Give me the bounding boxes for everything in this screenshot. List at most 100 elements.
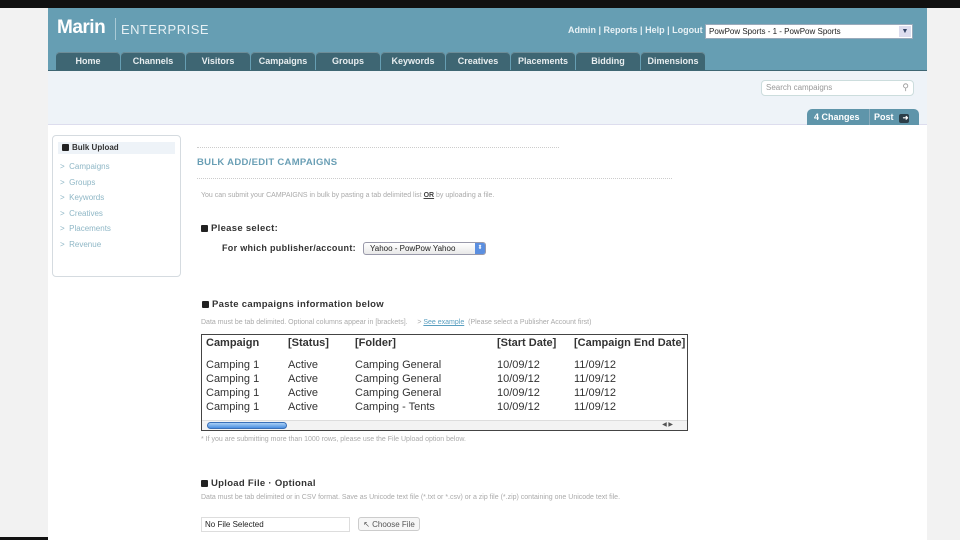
table-cell: Camping 1	[206, 387, 260, 399]
intro-b: by uploading a file.	[436, 192, 495, 199]
sidebar-item-label: Groups	[69, 177, 96, 187]
tab-bidding[interactable]: Bidding	[576, 52, 640, 70]
table-cell: Active	[288, 387, 318, 399]
search-placeholder: Search campaigns	[766, 83, 833, 92]
sidebar: Bulk Upload > Campaigns > Groups > Keywo…	[52, 135, 181, 277]
tab-creatives[interactable]: Creatives	[446, 52, 510, 70]
cursor-icon: ↖	[363, 520, 370, 529]
choose-file-button[interactable]: ↖ Choose File	[358, 517, 420, 531]
logo[interactable]: Marin	[57, 17, 106, 38]
post-label: Post	[874, 112, 894, 122]
publisher-select[interactable]: Yahoo - PowPow Yahoo ⬍	[363, 242, 486, 255]
help-link[interactable]: Help	[645, 25, 665, 35]
rows-note: * If you are submitting more than 1000 r…	[201, 436, 466, 443]
reports-link[interactable]: Reports	[603, 25, 638, 35]
account-value: PowPow Sports - 1 - PowPow Sports	[709, 27, 841, 36]
sidebar-title: Bulk Upload	[58, 142, 175, 154]
square-bullet-icon	[201, 480, 208, 487]
tab-groups[interactable]: Groups	[316, 52, 380, 70]
divider	[197, 178, 672, 179]
table-cell: Camping General	[355, 387, 442, 399]
tab-visitors[interactable]: Visitors	[186, 52, 250, 70]
paste-heading: Paste campaigns information below	[202, 299, 384, 310]
tab-placements[interactable]: Placements	[511, 52, 575, 70]
tab-keywords[interactable]: Keywords	[381, 52, 445, 70]
post-button[interactable]: Post ➜	[869, 109, 909, 125]
col-start-date: [Start Date]	[497, 337, 557, 349]
col-status: [Status]	[288, 337, 329, 349]
tab-channels[interactable]: Channels	[121, 52, 185, 70]
table-row: Camping 1 Active Camping General 10/09/12 11…	[206, 386, 685, 400]
tab-campaigns[interactable]: Campaigns	[251, 52, 315, 70]
see-example-link[interactable]: See example	[423, 319, 465, 326]
sidebar-item-label: Keywords	[69, 193, 105, 203]
sidebar-item-keywords[interactable]: > Keywords	[60, 193, 105, 203]
paste-data-table: Campaign [Status] [Folder] [Start Date] …	[206, 336, 685, 414]
sidebar-item-revenue[interactable]: > Revenue	[60, 239, 102, 249]
table-cell: 11/09/12	[574, 401, 617, 413]
admin-link[interactable]: Admin	[568, 25, 596, 35]
divider	[197, 147, 559, 148]
sidebar-item-placements[interactable]: > Placements	[60, 224, 111, 234]
table-row: Camping 1 Active Camping General 10/09/12 11…	[206, 372, 685, 386]
horizontal-scrollbar[interactable]: ◀ ▶	[202, 420, 687, 430]
table-cell: 10/09/12	[497, 359, 540, 371]
page-title: BULK ADD/EDIT CAMPAIGNS	[197, 157, 338, 168]
tab-home[interactable]: Home	[56, 52, 120, 70]
publisher-value: Yahoo - PowPow Yahoo	[370, 244, 456, 253]
intro-text: You can submit your CAMPAIGNS in bulk by…	[201, 192, 494, 199]
table-cell: 11/09/12	[574, 387, 617, 399]
sub-header	[48, 70, 927, 125]
chevron-down-icon: ▼	[899, 26, 911, 37]
changes-bar[interactable]: 4 Changes Post ➜	[807, 109, 919, 125]
sidebar-item-creatives[interactable]: > Creatives	[60, 208, 103, 218]
logo-divider	[115, 18, 116, 40]
select-heading-text: Please select:	[211, 223, 279, 234]
col-campaign: Campaign	[206, 337, 260, 349]
table-cell: 11/09/12	[574, 373, 617, 385]
sidebar-item-groups[interactable]: > Groups	[60, 177, 96, 187]
table-cell: 11/09/12	[574, 359, 617, 371]
changes-count[interactable]: 4 Changes	[814, 112, 860, 122]
col-end-date: [Campaign End Date]	[574, 337, 686, 349]
intro-a: You can submit your CAMPAIGNS in bulk by…	[201, 192, 422, 199]
search-icon[interactable]: ⚲	[902, 82, 909, 92]
table-cell: Active	[288, 401, 318, 413]
or-text: OR	[423, 192, 435, 199]
header-row: Campaign [Status] [Folder] [Start Date] …	[206, 336, 685, 358]
sidebar-item-label: Placements	[69, 224, 111, 234]
search-input[interactable]: Search campaigns ⚲	[761, 80, 914, 96]
table-cell: Camping 1	[206, 401, 260, 413]
upload-heading-text: Upload File · Optional	[211, 478, 316, 489]
scroll-arrows-icon[interactable]: ◀ ▶	[662, 422, 673, 428]
see-example-note: (Please select a Publisher Account first…	[468, 319, 592, 326]
square-bullet-icon	[62, 144, 69, 151]
top-links: Admin | Reports | Help | Logout	[568, 25, 703, 35]
publisher-label: For which publisher/account:	[222, 243, 356, 253]
sidebar-title-text: Bulk Upload	[72, 143, 119, 152]
table-cell: 10/09/12	[497, 373, 540, 385]
table-cell: Active	[288, 359, 318, 371]
sidebar-item-campaigns[interactable]: > Campaigns	[60, 162, 110, 171]
arrow-right-icon: ➜	[898, 114, 909, 123]
sidebar-item-label: Creatives	[69, 208, 103, 218]
table-cell: 10/09/12	[497, 401, 540, 413]
campaigns-textarea[interactable]: Campaign [Status] [Folder] [Start Date] …	[201, 334, 688, 431]
header: Marin ENTERPRISE Admin | Reports | Help …	[48, 8, 927, 70]
table-cell: Camping 1	[206, 359, 260, 371]
sidebar-item-label: Revenue	[69, 239, 102, 249]
video-frame-top	[0, 0, 960, 8]
table-row: Camping 1 Active Camping General 10/09/12 11…	[206, 358, 685, 372]
scroll-thumb[interactable]	[207, 422, 287, 429]
account-select[interactable]: PowPow Sports - 1 - PowPow Sports ▼	[705, 24, 913, 39]
table-cell: Camping - Tents	[355, 401, 435, 413]
table-cell: 10/09/12	[497, 387, 540, 399]
table-cell: Camping 1	[206, 373, 260, 385]
table-cell: Active	[288, 373, 318, 385]
tab-dimensions[interactable]: Dimensions	[641, 52, 705, 70]
logout-link[interactable]: Logout	[672, 25, 703, 35]
paste-heading-text: Paste campaigns information below	[212, 299, 384, 310]
paste-note-text: Data must be tab delimited. Optional col…	[201, 319, 408, 326]
video-frame-bottom	[0, 537, 48, 540]
paste-note: Data must be tab delimited. Optional col…	[201, 319, 592, 326]
